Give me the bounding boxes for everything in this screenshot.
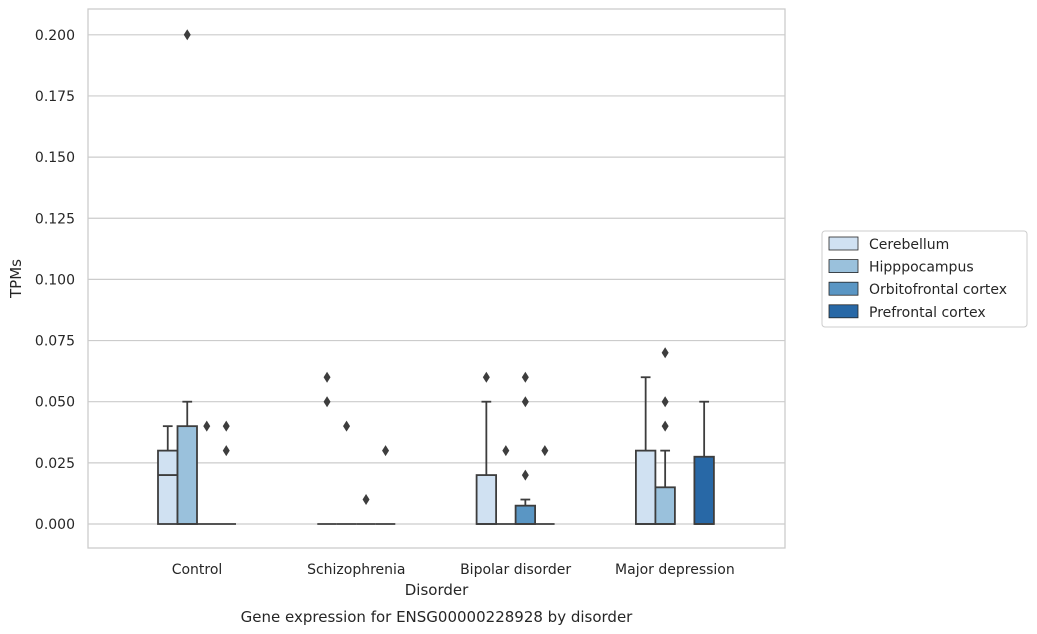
outlier-point [482,371,490,383]
outlier-point [661,396,669,408]
legend-swatch-0 [828,236,859,251]
outlier-point [343,420,351,432]
x-tick-label: Major depression [615,562,735,578]
legend-swatch-2 [828,281,859,296]
outlier-point [541,445,549,457]
box-1-0 [176,29,198,525]
y-axis-title: TPMs [7,259,25,299]
outlier-point [661,347,669,359]
box-1-2 [496,445,516,525]
y-tick-label: 0.125 [35,211,75,227]
legend-label-1: Hipppocampus [869,260,974,276]
box-1-1 [336,420,357,525]
box-2-0 [197,420,217,525]
legend-swatch-1 [828,259,859,274]
outlier-point [661,420,669,432]
outlier-point [362,494,370,506]
x-tick-labels: Control Schizophrenia Bipolar disorder Majo… [172,562,735,578]
outlier-point [323,396,331,408]
box-body [693,455,715,525]
y-tick-label: 0.200 [35,28,75,44]
chart-caption: Gene expression for ENSG00000228928 by d… [241,608,634,626]
y-tick-label: 0.100 [35,272,75,288]
box-body [654,486,676,525]
outlier-point [222,420,230,432]
outlier-point [323,371,331,383]
box-0-3 [635,376,657,525]
legend: Cerebellum Hipppocampus Orbitofrontal cort… [821,230,1028,328]
box-2-1 [356,494,376,525]
box-body [157,449,179,525]
outlier-point [521,371,529,383]
outlier-point [502,445,510,457]
x-tick-label: Schizophrenia [307,562,405,578]
outlier-point [382,445,390,457]
y-tick-label: 0.000 [35,517,75,533]
boxes [157,29,715,525]
box-3-1 [375,445,396,525]
legend-label-2: Orbitofrontal cortex [869,282,1007,298]
x-tick-label: Bipolar disorder [460,562,571,578]
legend-label-3: Prefrontal cortex [869,305,986,321]
outlier-point [222,445,230,457]
outlier-point [521,469,529,481]
box-3-3 [693,400,715,525]
y-tick-label: 0.025 [35,456,75,472]
legend-frame [821,230,1028,328]
gridlines [88,34,785,525]
box-body [635,449,657,525]
y-tick-label: 0.075 [35,334,75,350]
y-tick-labels: 0.000 0.025 0.050 0.075 0.100 0.125 0.150 0.175… [35,28,75,533]
legend-swatch-3 [828,304,859,319]
box-0-1 [317,371,337,525]
box-3-2 [535,445,555,525]
x-axis-title: Disorder [405,581,469,599]
x-tick-label: Control [172,562,223,578]
box-body [176,425,198,525]
outlier-point [183,29,191,41]
y-tick-label: 0.050 [35,395,75,411]
y-tick-label: 0.150 [35,150,75,166]
plot-frame [87,8,786,549]
box-3-0 [216,420,236,525]
y-tick-label: 0.175 [35,89,75,105]
box-body [514,504,536,525]
outlier-point [521,396,529,408]
box-1-3 [654,347,676,525]
box-2-2 [514,371,536,525]
legend-label-0: Cerebellum [869,237,949,253]
box-0-0 [157,425,179,525]
box-0-2 [475,371,498,525]
outlier-point [203,420,211,432]
box-body [475,474,498,525]
